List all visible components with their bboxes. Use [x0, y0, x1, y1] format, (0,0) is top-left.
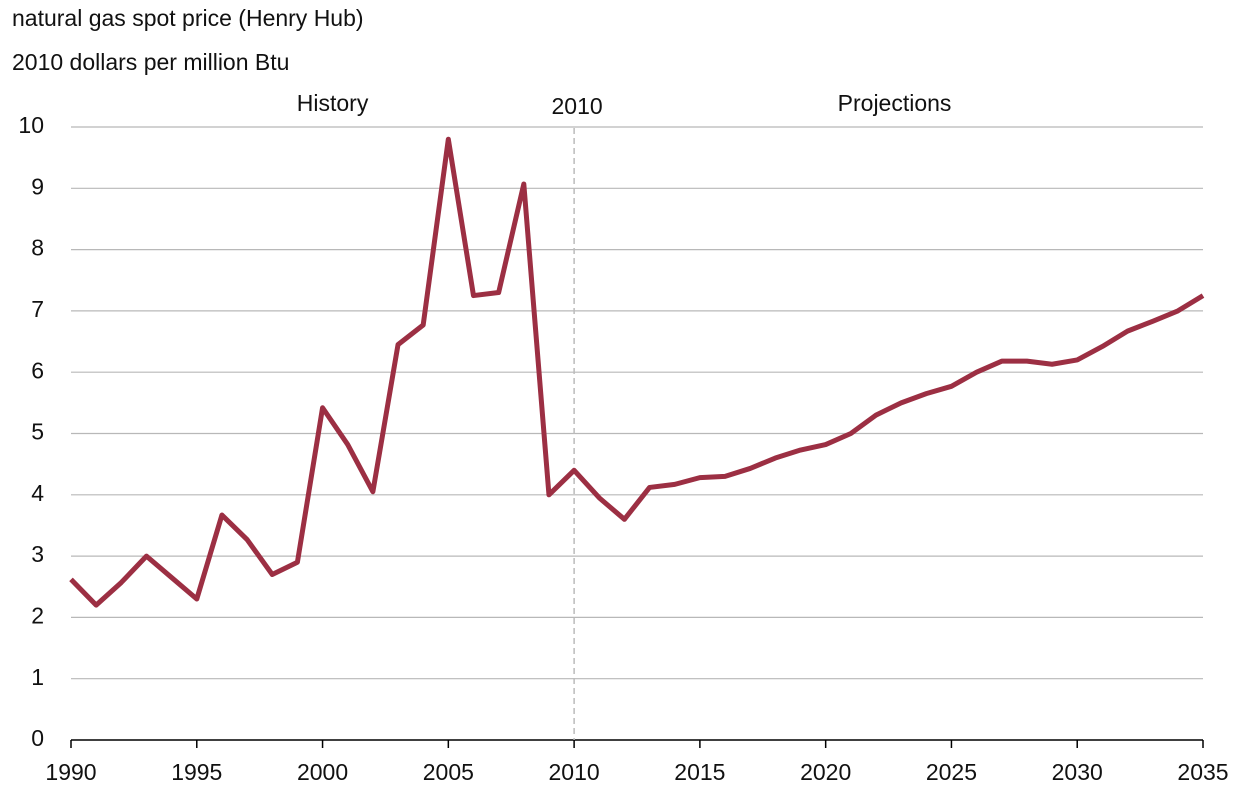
annotation: Projections [838, 90, 952, 116]
chart-title: natural gas spot price (Henry Hub) [12, 5, 364, 31]
x-tick-label: 2015 [674, 759, 725, 785]
annotation: History [297, 90, 369, 116]
x-tick-label: 2000 [297, 759, 348, 785]
y-tick-label: 4 [31, 480, 44, 506]
x-tick-label: 2025 [926, 759, 977, 785]
y-tick-label: 2 [31, 602, 44, 628]
price-line [69, 136, 1205, 608]
x-tick-label: 1995 [171, 759, 222, 785]
y-tick-label: 3 [31, 541, 44, 567]
y-tick-label: 6 [31, 357, 44, 383]
x-tick-label: 2010 [549, 759, 600, 785]
y-tick-label: 7 [31, 296, 44, 322]
x-tick-label: 2035 [1177, 759, 1228, 785]
y-tick-label: 8 [31, 235, 44, 261]
x-tick-label: 2020 [800, 759, 851, 785]
y-tick-label: 5 [31, 419, 44, 445]
chart-subtitle: 2010 dollars per million Btu [12, 49, 289, 75]
y-tick-label: 0 [31, 725, 44, 751]
x-tick-label: 1990 [45, 759, 96, 785]
x-tick-label: 2005 [423, 759, 474, 785]
divider-label: 2010 [552, 93, 603, 119]
y-tick-label: 9 [31, 173, 44, 199]
y-tick-label: 10 [18, 112, 44, 138]
x-tick-label: 2030 [1052, 759, 1103, 785]
y-tick-label: 1 [31, 664, 44, 690]
